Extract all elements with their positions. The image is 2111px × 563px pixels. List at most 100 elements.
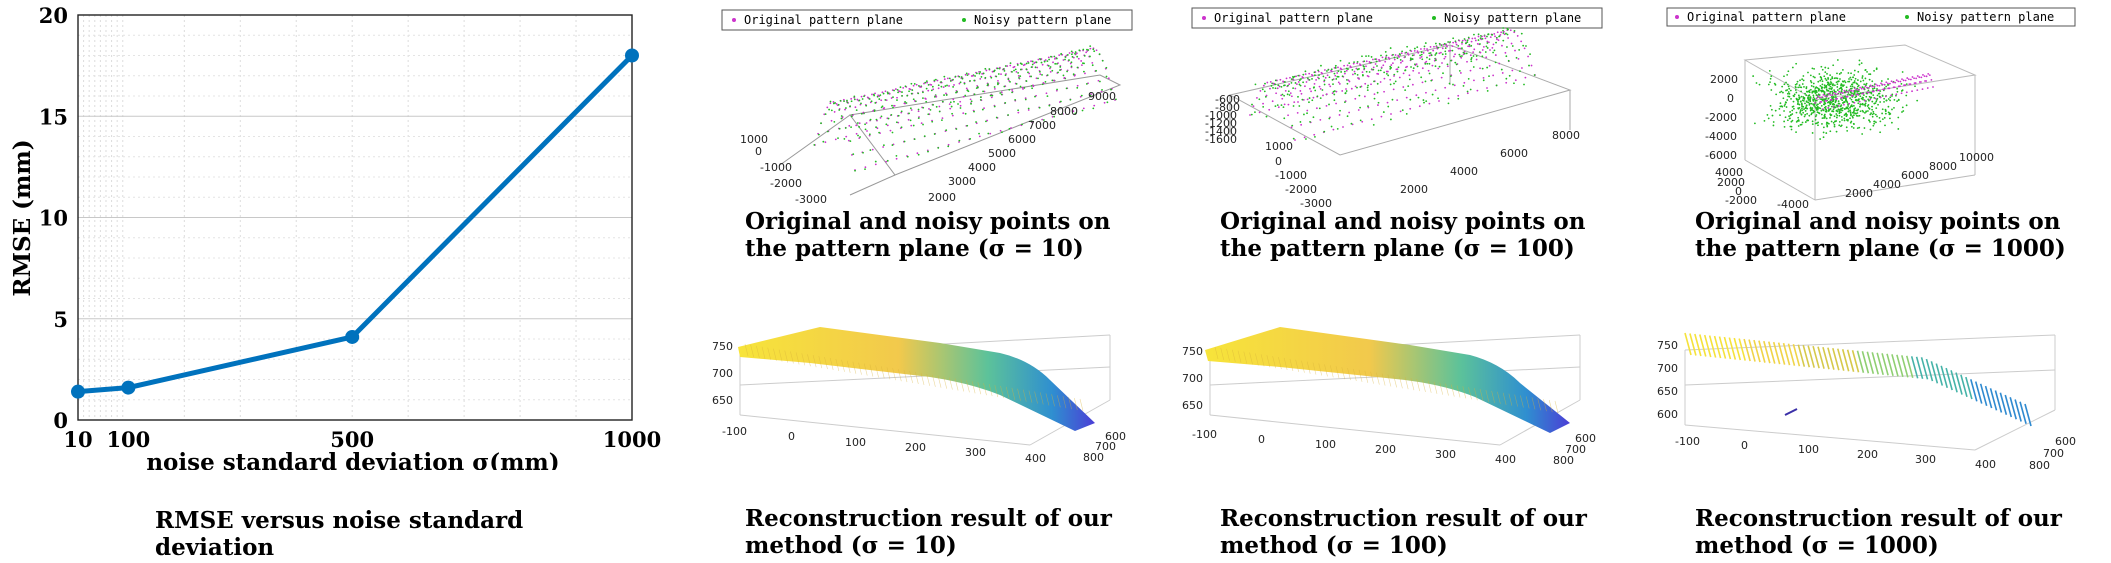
noisy-point bbox=[1844, 81, 1847, 84]
noisy-point bbox=[1779, 91, 1781, 94]
original-point bbox=[1829, 98, 1832, 101]
noisy-point bbox=[950, 105, 953, 108]
noisy-point bbox=[1849, 85, 1852, 88]
noisy-point bbox=[1401, 50, 1404, 53]
noisy-point bbox=[1795, 91, 1798, 94]
noisy-point bbox=[1835, 120, 1838, 122]
noisy-point bbox=[999, 92, 1002, 94]
noisy-point bbox=[1763, 119, 1766, 122]
original-point bbox=[1347, 79, 1350, 82]
y-tick: -3000 bbox=[1300, 197, 1332, 210]
surface-strip bbox=[1925, 358, 1934, 382]
original-point bbox=[1266, 81, 1269, 84]
noisy-point bbox=[1854, 77, 1857, 80]
original-point bbox=[1454, 41, 1457, 44]
noisy-point bbox=[1477, 33, 1480, 36]
noisy-point bbox=[1396, 70, 1399, 73]
original-point bbox=[1285, 77, 1288, 80]
noisy-point bbox=[1805, 94, 1808, 97]
original-point bbox=[1296, 111, 1299, 114]
caption-line-2: the pattern plane (σ = 100) bbox=[1220, 235, 1575, 262]
noisy-point bbox=[1466, 41, 1469, 44]
noisy-point bbox=[1806, 107, 1809, 110]
noisy-point bbox=[1370, 61, 1372, 64]
noisy-point bbox=[1292, 137, 1295, 140]
original-point bbox=[1924, 80, 1926, 82]
mesh-line bbox=[1393, 375, 1397, 388]
original-point bbox=[1932, 86, 1934, 88]
mesh-line bbox=[1335, 366, 1340, 379]
original-point bbox=[1463, 81, 1466, 84]
noisy-point bbox=[1834, 101, 1837, 104]
caption-p3: Original and noisy points on the pattern… bbox=[1695, 208, 2095, 262]
noisy-point bbox=[1301, 98, 1304, 101]
original-point bbox=[1432, 49, 1435, 52]
noisy-point bbox=[1820, 87, 1823, 90]
mesh-line bbox=[756, 345, 760, 358]
noisy-point bbox=[1034, 66, 1037, 69]
original-point bbox=[874, 92, 876, 95]
original-point bbox=[1017, 111, 1020, 114]
y-tick: 700 bbox=[2043, 447, 2064, 460]
original-point bbox=[941, 117, 944, 120]
noisy-point bbox=[1101, 59, 1104, 62]
original-point bbox=[1501, 72, 1504, 74]
noisy-point bbox=[1795, 82, 1798, 85]
noisy-point bbox=[1902, 110, 1905, 112]
noisy-point bbox=[1265, 115, 1268, 118]
noisy-point bbox=[927, 83, 930, 86]
original-point bbox=[1402, 86, 1405, 88]
noisy-point bbox=[995, 116, 998, 119]
noisy-point bbox=[1794, 89, 1797, 91]
original-point bbox=[1511, 69, 1514, 72]
noisy-point bbox=[1334, 64, 1337, 67]
mesh-line bbox=[1266, 355, 1271, 368]
mesh-line bbox=[1283, 357, 1288, 371]
noisy-point bbox=[879, 94, 882, 97]
noisy-point bbox=[1470, 44, 1473, 47]
original-point bbox=[1312, 96, 1315, 99]
original-point bbox=[913, 99, 916, 102]
noisy-point bbox=[1505, 77, 1508, 80]
original-point bbox=[1389, 78, 1392, 81]
original-point bbox=[1047, 56, 1050, 59]
noisy-point bbox=[1027, 107, 1030, 110]
noisy-point bbox=[1492, 51, 1495, 54]
noisy-point bbox=[1871, 105, 1873, 108]
noisy-point bbox=[912, 124, 915, 127]
mesh-line bbox=[1531, 397, 1536, 410]
noisy-point bbox=[1481, 67, 1484, 70]
noisy-point bbox=[824, 113, 827, 116]
mesh-line bbox=[1376, 372, 1380, 385]
original-point bbox=[1852, 90, 1855, 92]
surface-strip bbox=[1960, 374, 1968, 398]
noisy-point bbox=[1800, 95, 1803, 98]
noisy-point bbox=[933, 95, 936, 98]
original-point bbox=[1402, 72, 1405, 75]
noisy-point bbox=[1050, 55, 1052, 58]
original-point bbox=[1304, 73, 1307, 76]
noisy-point bbox=[822, 140, 825, 143]
noisy-point bbox=[1426, 56, 1428, 59]
original-point bbox=[949, 107, 952, 110]
noisy-point bbox=[911, 89, 914, 91]
noisy-point bbox=[1870, 91, 1873, 94]
original-point bbox=[886, 124, 889, 127]
original-point bbox=[1367, 75, 1370, 78]
original-point bbox=[1470, 40, 1473, 43]
noisy-point bbox=[1469, 88, 1472, 91]
original-point bbox=[1049, 67, 1051, 70]
noisy-point bbox=[1831, 90, 1834, 93]
original-point bbox=[1466, 92, 1469, 95]
surface-strip bbox=[1955, 372, 1963, 395]
original-point bbox=[1452, 41, 1455, 44]
noisy-point bbox=[1827, 110, 1830, 112]
noisy-point bbox=[1274, 83, 1277, 86]
original-point bbox=[927, 89, 930, 92]
original-point bbox=[1044, 59, 1047, 61]
original-point bbox=[1335, 90, 1338, 93]
noisy-point bbox=[1031, 60, 1034, 63]
mesh-line bbox=[926, 373, 930, 386]
noisy-point bbox=[1481, 55, 1484, 58]
original-point bbox=[888, 92, 891, 95]
